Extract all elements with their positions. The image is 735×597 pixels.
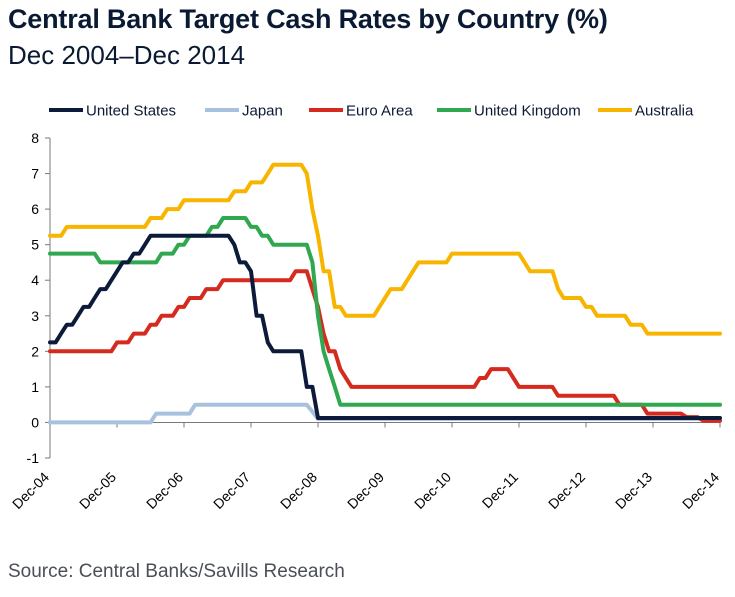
chart-title: Central Bank Target Cash Rates by Countr… bbox=[8, 4, 608, 34]
y-tick-label: 1 bbox=[31, 379, 39, 395]
x-tick-label: Dec-08 bbox=[277, 469, 320, 512]
legend-label-united-kingdom: United Kingdom bbox=[474, 103, 581, 120]
x-tick-label: Dec-09 bbox=[344, 469, 387, 512]
y-tick-label: 5 bbox=[31, 237, 39, 253]
legend-label-euro-area: Euro Area bbox=[346, 103, 413, 120]
series-line-australia bbox=[48, 162, 722, 336]
x-tick-label: Dec-06 bbox=[143, 469, 186, 512]
y-axis: -1 0 1 2 3 4 5 6 7 8 bbox=[27, 130, 51, 466]
legend: United States Japan Euro Area United Kingdo… bbox=[49, 103, 694, 120]
y-tick-label: 4 bbox=[31, 272, 39, 288]
y-tick-label: 7 bbox=[31, 166, 39, 182]
legend-label-united-states: United States bbox=[86, 103, 176, 120]
y-tick-label: 3 bbox=[31, 308, 39, 324]
y-tick-label: 0 bbox=[31, 414, 39, 430]
x-tick-label: Dec-10 bbox=[411, 469, 454, 512]
y-tick-label: -1 bbox=[27, 450, 40, 466]
legend-label-australia: Australia bbox=[635, 103, 694, 120]
x-tick-label: Dec-13 bbox=[612, 469, 655, 512]
y-tick-label: 2 bbox=[31, 343, 39, 359]
x-tick-label: Dec-07 bbox=[210, 469, 253, 512]
x-tick-label: Dec-04 bbox=[9, 469, 52, 512]
x-tick-label: Dec-14 bbox=[679, 469, 722, 512]
chart-subtitle: Dec 2004–Dec 2014 bbox=[8, 40, 246, 70]
series-line-euro-area bbox=[48, 269, 722, 423]
series-line-united-kingdom bbox=[48, 216, 722, 407]
x-tick-label: Dec-05 bbox=[76, 469, 119, 512]
x-axis: Dec-04 Dec-05 Dec-06 Dec-07 Dec-08 Dec-09 Dec-… bbox=[9, 421, 722, 512]
legend-label-japan: Japan bbox=[242, 103, 283, 120]
x-tick-label: Dec-12 bbox=[545, 469, 588, 512]
series-line-united-states bbox=[48, 233, 722, 420]
x-tick-label: Dec-11 bbox=[479, 469, 522, 512]
series-layer bbox=[48, 162, 722, 425]
y-tick-label: 6 bbox=[31, 201, 39, 217]
source-note: Source: Central Banks/Savills Research bbox=[8, 561, 345, 582]
y-tick-label: 8 bbox=[31, 130, 39, 146]
